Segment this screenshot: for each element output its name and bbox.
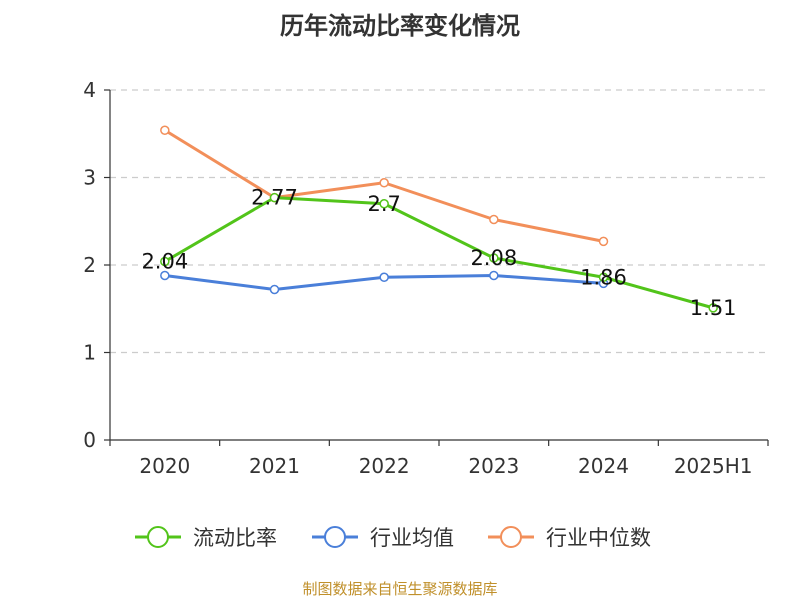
data-point — [379, 272, 389, 282]
data-labels: 2.04 2.77 2.7 2.08 1.86 1.51 — [141, 186, 736, 320]
data-point — [489, 214, 499, 225]
chart-title: 历年流动比率变化情况 — [280, 12, 520, 40]
source-note: 制图数据来自恒生聚源数据库 — [302, 580, 498, 598]
data-point — [379, 178, 389, 188]
legend-marker — [324, 526, 346, 548]
legend-marker — [147, 526, 169, 548]
data-point — [489, 270, 499, 281]
data-point — [269, 284, 280, 295]
data-label: 2.7 — [367, 192, 400, 216]
data-label: 2.08 — [470, 246, 517, 270]
data-label: 1.51 — [690, 296, 737, 320]
data-point — [160, 270, 170, 281]
data-label: 2.04 — [141, 250, 188, 274]
x-tick-label: 2023 — [468, 454, 519, 478]
y-tick-label: 0 — [83, 428, 96, 452]
y-tick-label: 2 — [83, 253, 96, 277]
x-tick-label: 2020 — [139, 454, 190, 478]
data-point — [598, 236, 609, 247]
data-point — [269, 192, 280, 203]
x-tick-label: 2021 — [249, 454, 300, 478]
series-lines — [160, 125, 718, 313]
y-tick-label: 4 — [83, 78, 96, 102]
data-label: 2.77 — [251, 186, 298, 210]
legend-label: 流动比率 — [193, 526, 277, 550]
y-tick-label: 3 — [83, 166, 96, 190]
x-tick-label: 2024 — [578, 454, 629, 478]
series-line — [164, 196, 714, 310]
legend: 流动比率 行业均值 行业中位数 — [135, 526, 651, 550]
grid-lines — [110, 89, 768, 354]
x-tick-label: 2022 — [359, 454, 410, 478]
y-tick-label: 1 — [83, 341, 96, 365]
legend-label: 行业中位数 — [546, 526, 651, 550]
data-point — [160, 125, 170, 135]
data-point — [489, 253, 499, 263]
legend-marker — [500, 526, 522, 548]
x-tick-label: 2025H1 — [674, 454, 753, 478]
data-point — [379, 199, 389, 209]
data-point — [708, 303, 718, 313]
legend-label: 行业均值 — [370, 526, 454, 550]
axes: 0 1 2 3 4 2020 2021 2022 2023 2024 2025H1 — [83, 78, 769, 478]
data-point — [160, 256, 170, 267]
data-point — [598, 272, 609, 282]
data-label: 1.86 — [580, 265, 627, 289]
